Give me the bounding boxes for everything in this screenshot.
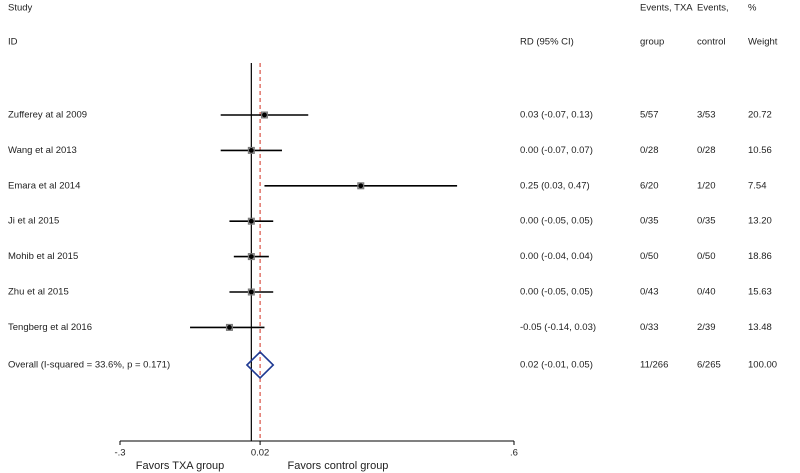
events-txa: 0/43 [640, 287, 659, 298]
weight: 20.72 [748, 110, 772, 121]
events-txa: 6/20 [640, 180, 659, 191]
point-estimate [248, 289, 254, 295]
ci-label: 0.25 (0.03, 0.47) [520, 180, 590, 191]
overall-diamond [245, 350, 275, 380]
point-estimate [358, 183, 364, 189]
events-control: 1/20 [697, 180, 716, 191]
study-name: Tengberg et al 2016 [8, 322, 92, 333]
favors-left: Favors TXA group [136, 460, 224, 472]
events-control: 6/265 [697, 360, 721, 371]
header: group [640, 37, 664, 48]
weight: 18.86 [748, 251, 772, 262]
header: Study [8, 3, 33, 14]
events-txa: 0/50 [640, 251, 659, 262]
point-estimate [227, 325, 232, 330]
events-control: 3/53 [697, 110, 716, 121]
weight: 7.54 [748, 180, 767, 191]
header: control [697, 37, 726, 48]
x-tick-label: .6 [510, 448, 518, 459]
events-txa: 0/33 [640, 322, 659, 333]
events-control: 0/50 [697, 251, 716, 262]
weight: 10.56 [748, 145, 772, 156]
events-txa: 0/28 [640, 145, 659, 156]
weight: 13.20 [748, 216, 772, 227]
study-name: Ji et al 2015 [8, 216, 59, 227]
events-txa: 5/57 [640, 110, 659, 121]
point-estimate [248, 218, 254, 224]
ci-label: 0.00 (-0.05, 0.05) [520, 287, 593, 298]
events-txa: 11/266 [640, 360, 668, 371]
header: Weight [748, 37, 778, 48]
events-txa: 0/35 [640, 216, 659, 227]
events-control: 0/35 [697, 216, 716, 227]
ci-label: 0.02 (-0.01, 0.05) [520, 360, 593, 371]
ci-label: 0.00 (-0.05, 0.05) [520, 216, 593, 227]
study-name: Wang et al 2013 [8, 145, 77, 156]
header: Events, [697, 3, 729, 14]
ci-label: 0.00 (-0.07, 0.07) [520, 145, 593, 156]
weight: 15.63 [748, 287, 772, 298]
point-estimate [248, 254, 254, 259]
events-control: 0/28 [697, 145, 716, 156]
study-name: Zhu et al 2015 [8, 287, 69, 298]
study-name: Emara et al 2014 [8, 180, 80, 191]
events-control: 0/40 [697, 287, 716, 298]
ci-label: 0.00 (-0.04, 0.04) [520, 251, 593, 262]
x-tick-label: 0.02 [251, 448, 270, 459]
study-name: Zufferey at al 2009 [8, 110, 87, 121]
header: ID [8, 37, 18, 48]
point-estimate [248, 148, 254, 153]
header: RD (95% CI) [520, 37, 574, 48]
x-tick-label: -.3 [114, 448, 125, 459]
point-estimate [262, 112, 267, 118]
weight: 13.48 [748, 322, 772, 333]
favors-right: Favors control group [288, 460, 389, 472]
header: % [748, 3, 757, 14]
header: Events, TXA [640, 3, 693, 14]
study-name: Mohib et al 2015 [8, 251, 78, 262]
study-name: Overall (I-squared = 33.6%, p = 0.171) [8, 360, 170, 371]
events-control: 2/39 [697, 322, 716, 333]
ci-label: 0.03 (-0.07, 0.13) [520, 110, 593, 121]
ci-label: -0.05 (-0.14, 0.03) [520, 322, 596, 333]
weight: 100.00 [748, 360, 777, 371]
